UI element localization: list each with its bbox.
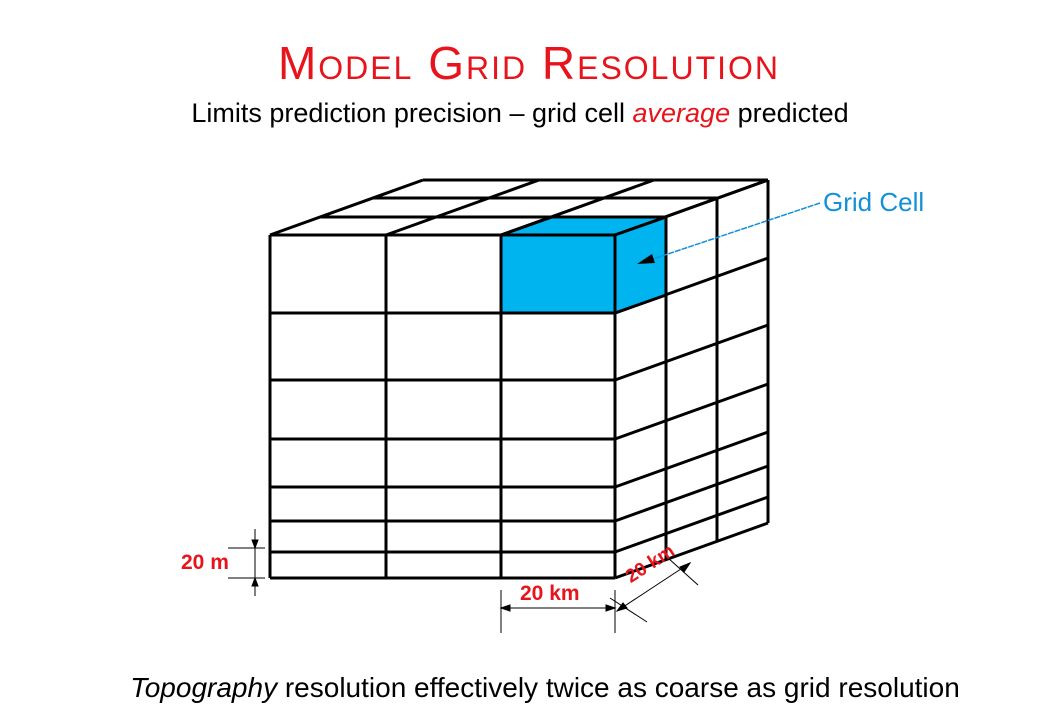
top-column-line <box>269 178 424 237</box>
dimension-markers <box>228 529 699 633</box>
side-row-line <box>614 521 769 580</box>
slide-title: Model Grid Resolution <box>277 37 781 89</box>
slide-subtitle: Limits prediction precision – grid cell … <box>0 98 1040 129</box>
width-label: 20 km <box>520 582 580 605</box>
subtitle-text-end: predicted <box>730 98 849 128</box>
side-row-line <box>614 430 769 489</box>
side-row-line <box>614 495 769 554</box>
top-column-line <box>385 178 540 237</box>
subtitle-emphasis: average <box>632 98 731 128</box>
footer-text: resolution effectively twice as coarse a… <box>277 672 960 703</box>
side-row-line <box>614 464 769 523</box>
highlighted-cell-side <box>613 214 668 316</box>
side-row-line <box>614 382 769 441</box>
slide-footer: Topography resolution effectively twice … <box>0 672 1058 704</box>
grid-cube <box>268 178 770 580</box>
grid-cell-label: Grid Cell <box>823 187 925 217</box>
subtitle-text: Limits prediction precision – grid cell <box>191 98 633 128</box>
side-row-line <box>614 323 769 382</box>
footer-emphasis: Topography <box>130 672 278 703</box>
highlighted-cell-front <box>499 233 617 315</box>
grid-cell-pointer <box>637 202 821 264</box>
height-label: 20 m <box>181 551 229 574</box>
